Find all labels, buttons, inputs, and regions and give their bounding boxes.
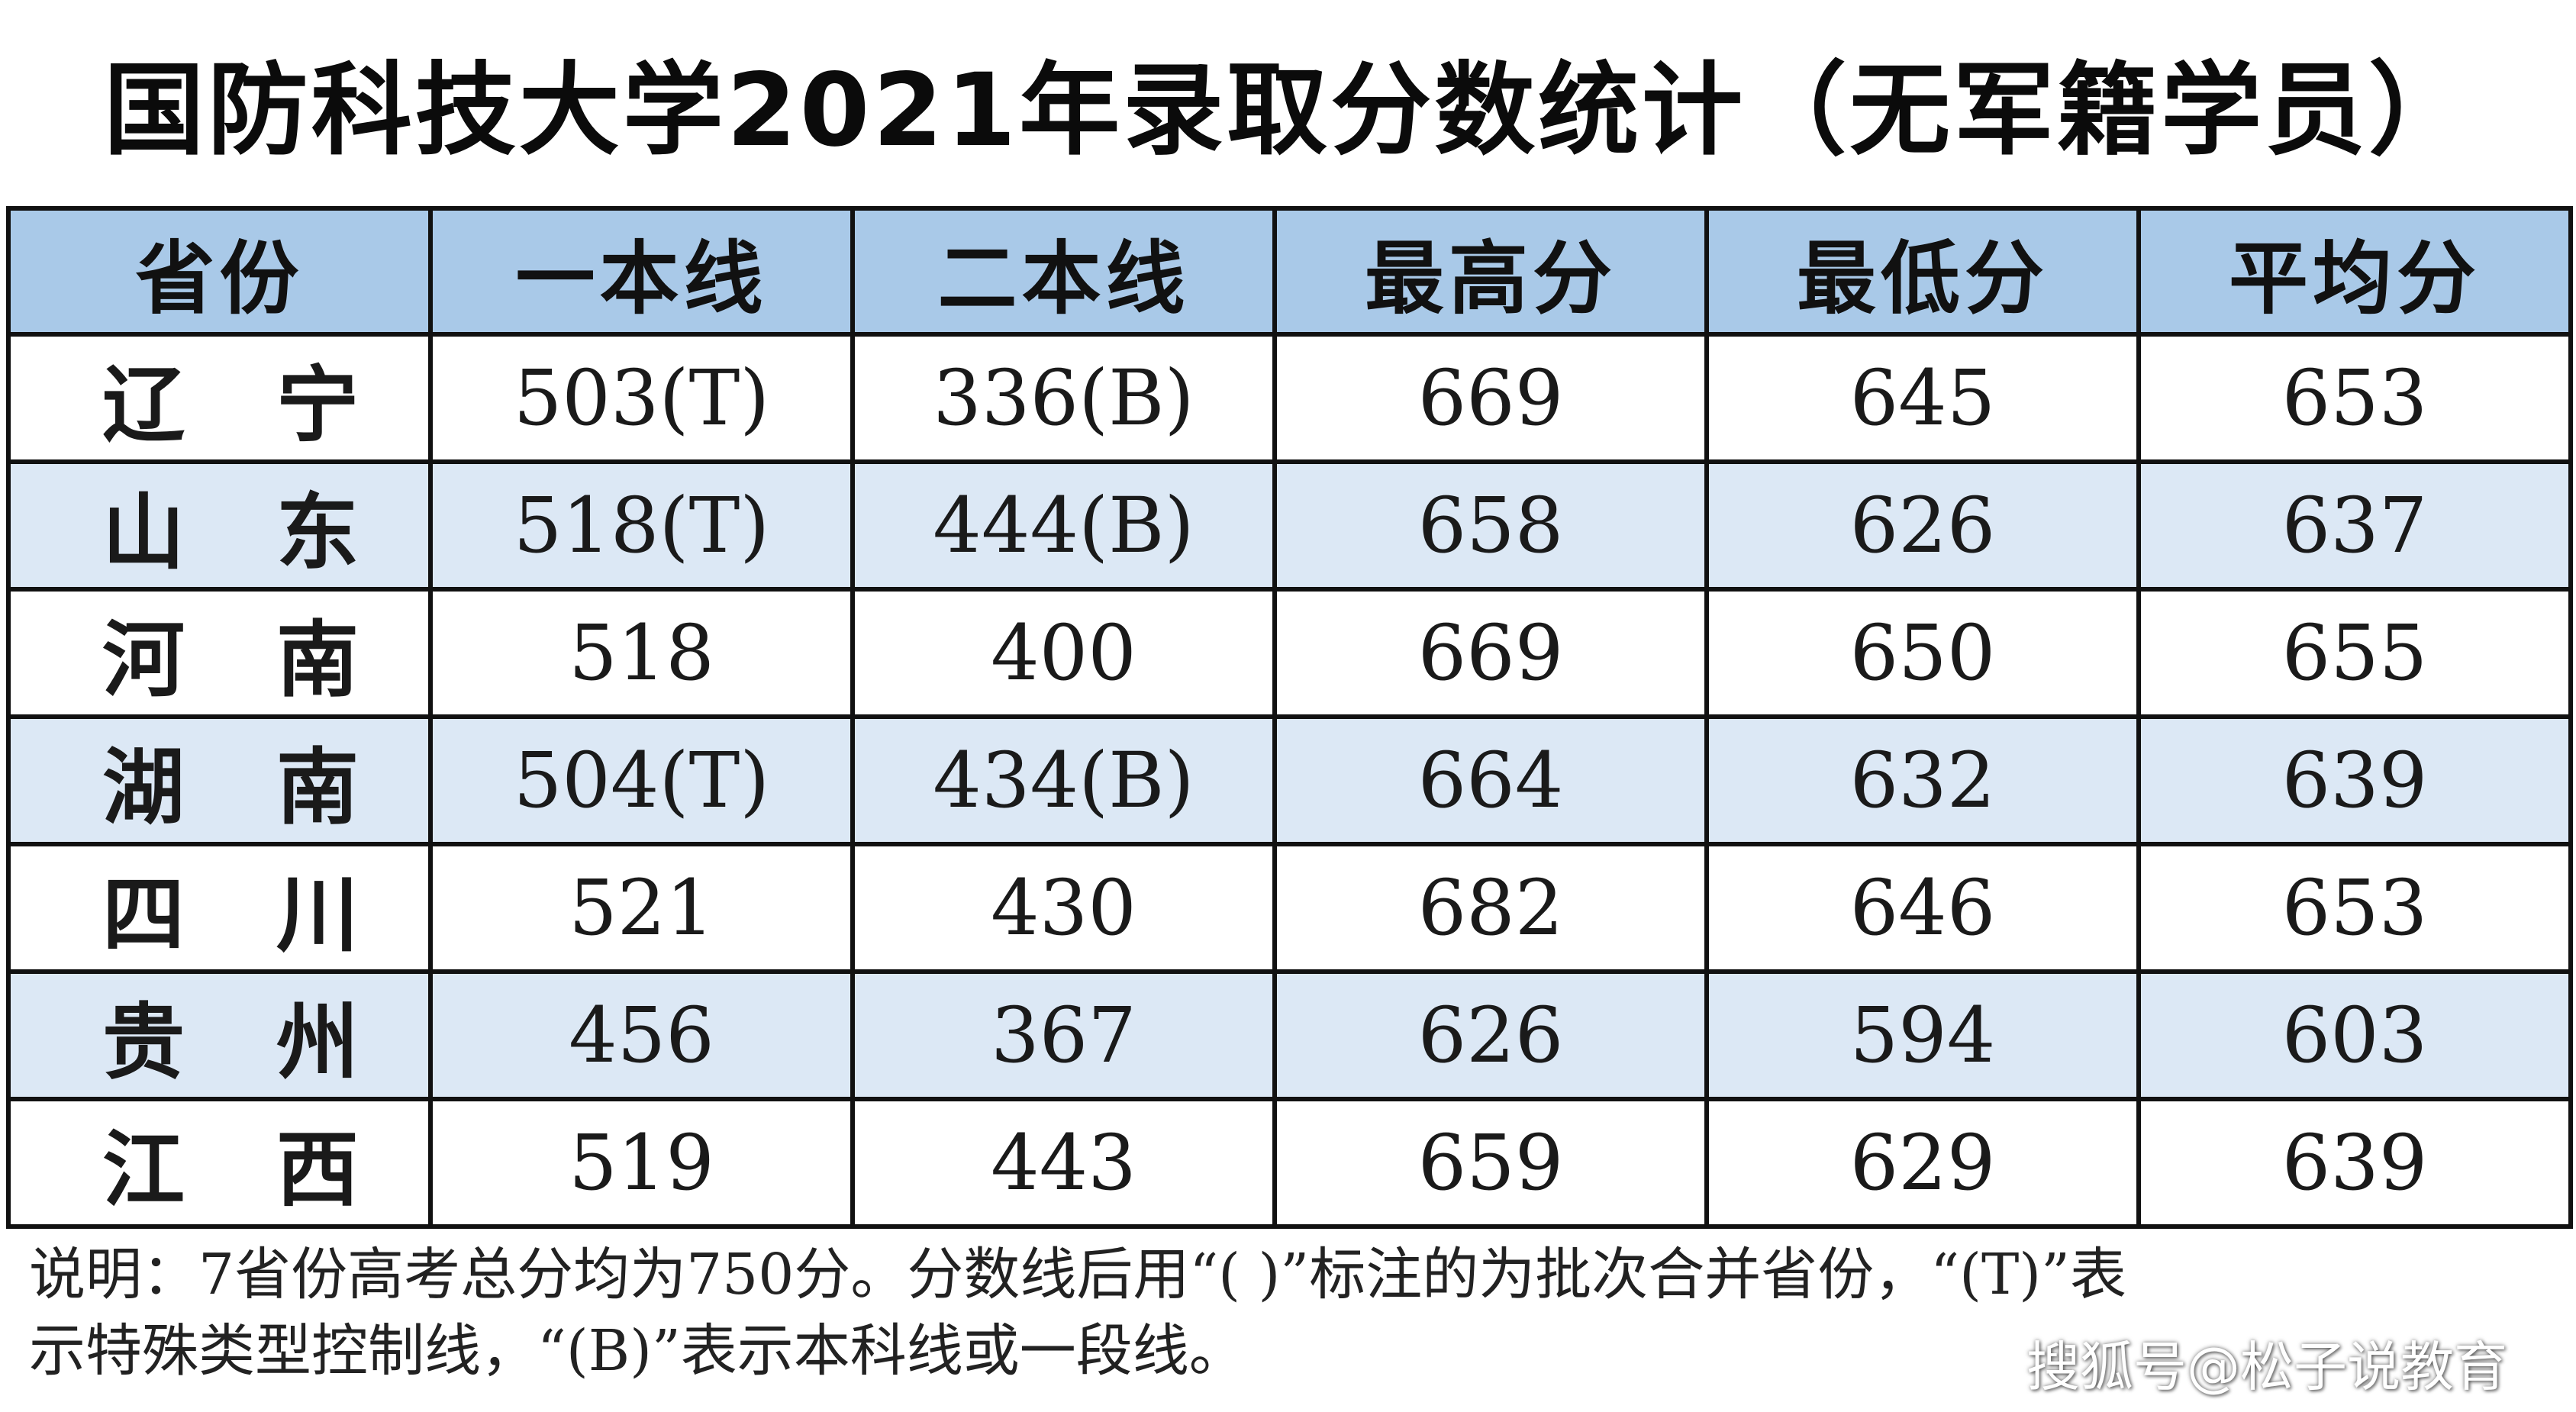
header-min-score: 最低分	[1704, 206, 2141, 337]
max-score-cell: 659	[1272, 1097, 1709, 1229]
min-score-cell: 629	[1704, 1097, 2141, 1229]
province-cell: 河南	[6, 587, 433, 719]
note-line-2: 示特殊类型控制线，“(B)”表示本科线或一段线。	[29, 1318, 1246, 1384]
tier1-line-cell: 518	[428, 587, 855, 719]
min-score-cell: 594	[1704, 969, 2141, 1101]
source-watermark: 搜狐号@松子说教育	[2026, 1336, 2507, 1398]
tier2-line-cell: 443	[850, 1097, 1277, 1229]
max-score-cell: 669	[1272, 332, 1709, 464]
table-row: 湖南 504(T) 434(B) 664 632 639	[6, 714, 2573, 846]
max-score-cell: 626	[1272, 969, 1709, 1101]
max-score-cell: 658	[1272, 459, 1709, 592]
tier1-line-cell: 503(T)	[428, 332, 855, 464]
header-tier1-line: 一本线	[428, 206, 855, 337]
table-row: 河南 518 400 669 650 655	[6, 587, 2573, 719]
tier1-line-cell: 456	[428, 969, 855, 1101]
avg-score-cell: 637	[2136, 459, 2573, 592]
max-score-cell: 664	[1272, 714, 1709, 846]
min-score-cell: 650	[1704, 587, 2141, 719]
table-row: 贵州 456 367 626 594 603	[6, 969, 2573, 1101]
tier1-line-cell: 504(T)	[428, 714, 855, 846]
avg-score-cell: 653	[2136, 332, 2573, 464]
header-avg-score: 平均分	[2136, 206, 2573, 337]
min-score-cell: 626	[1704, 459, 2141, 592]
tier2-line-cell: 367	[850, 969, 1277, 1101]
tier2-line-cell: 444(B)	[850, 459, 1277, 592]
min-score-cell: 632	[1704, 714, 2141, 846]
table-row: 四川 521 430 682 646 653	[6, 842, 2573, 974]
tier1-line-cell: 519	[428, 1097, 855, 1229]
note-line-1: 说明：7省份高考总分均为750分。分数线后用“( )”标注的为批次合并省份，“(…	[29, 1242, 2127, 1307]
max-score-cell: 682	[1272, 842, 1709, 974]
explanation-note: 说明：7省份高考总分均为750分。分数线后用“( )”标注的为批次合并省份，“(…	[29, 1236, 2548, 1389]
tier2-line-cell: 336(B)	[850, 332, 1277, 464]
table-row: 山东 518(T) 444(B) 658 626 637	[6, 459, 2573, 592]
province-cell: 山东	[6, 459, 433, 592]
avg-score-cell: 603	[2136, 969, 2573, 1101]
header-province: 省份	[6, 206, 433, 337]
min-score-cell: 646	[1704, 842, 2141, 974]
province-cell: 江西	[6, 1097, 433, 1229]
table-row: 江西 519 443 659 629 639	[6, 1097, 2573, 1229]
header-max-score: 最高分	[1272, 206, 1709, 337]
province-cell: 贵州	[6, 969, 433, 1101]
tier2-line-cell: 400	[850, 587, 1277, 719]
province-cell: 湖南	[6, 714, 433, 846]
table-header-row: 省份 一本线 二本线 最高分 最低分 平均分	[6, 206, 2573, 337]
province-cell: 辽宁	[6, 332, 433, 464]
avg-score-cell: 639	[2136, 1097, 2573, 1229]
min-score-cell: 645	[1704, 332, 2141, 464]
tier1-line-cell: 518(T)	[428, 459, 855, 592]
province-cell: 四川	[6, 842, 433, 974]
tier2-line-cell: 434(B)	[850, 714, 1277, 846]
avg-score-cell: 653	[2136, 842, 2573, 974]
avg-score-cell: 655	[2136, 587, 2573, 719]
page-title: 国防科技大学2021年录取分数统计（无军籍学员）	[103, 52, 2473, 169]
max-score-cell: 669	[1272, 587, 1709, 719]
admission-scores-table: 省份 一本线 二本线 最高分 最低分 平均分 辽宁 503(T) 336(B) …	[6, 206, 2573, 1229]
header-tier2-line: 二本线	[850, 206, 1277, 337]
tier1-line-cell: 521	[428, 842, 855, 974]
table-row: 辽宁 503(T) 336(B) 669 645 653	[6, 332, 2573, 464]
tier2-line-cell: 430	[850, 842, 1277, 974]
avg-score-cell: 639	[2136, 714, 2573, 846]
